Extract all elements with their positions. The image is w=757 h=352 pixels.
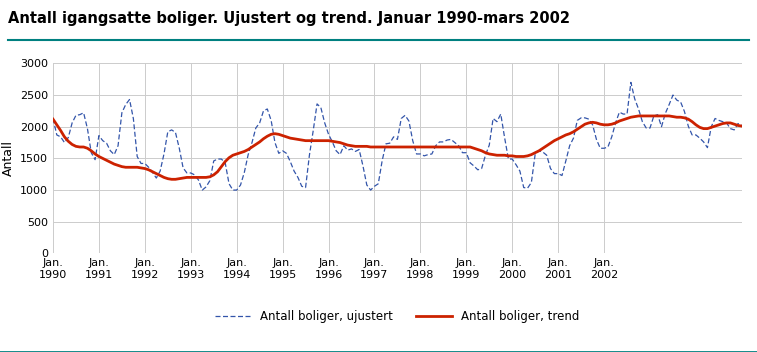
Antall boliger, trend: [167, 177, 176, 181]
Antall boliger, trend: [244, 147, 253, 152]
Antall boliger, ujustert: [737, 123, 746, 127]
Legend: Antall boliger, ujustert, Antall boliger, trend: Antall boliger, ujustert, Antall boliger…: [210, 305, 584, 327]
Antall boliger, trend: [385, 145, 394, 149]
Line: Antall boliger, ujustert: Antall boliger, ujustert: [53, 82, 742, 190]
Antall boliger, trend: [48, 117, 58, 121]
Line: Antall boliger, trend: Antall boliger, trend: [53, 116, 742, 179]
Antall boliger, ujustert: [198, 188, 207, 192]
Antall boliger, ujustert: [151, 176, 161, 180]
Y-axis label: Antall: Antall: [2, 140, 14, 176]
Antall boliger, ujustert: [626, 80, 635, 84]
Antall boliger, ujustert: [382, 142, 391, 146]
Antall boliger, trend: [622, 117, 631, 121]
Antall boliger, ujustert: [622, 112, 631, 116]
Text: Antall igangsatte boliger. Ujustert og trend. Januar 1990-mars 2002: Antall igangsatte boliger. Ujustert og t…: [8, 11, 569, 26]
Antall boliger, trend: [151, 171, 161, 176]
Antall boliger, trend: [737, 124, 746, 128]
Antall boliger, trend: [106, 160, 115, 164]
Antall boliger, trend: [634, 114, 643, 118]
Antall boliger, ujustert: [385, 141, 394, 145]
Antall boliger, ujustert: [244, 152, 253, 157]
Antall boliger, ujustert: [106, 149, 115, 153]
Antall boliger, trend: [382, 145, 391, 149]
Antall boliger, ujustert: [48, 117, 58, 121]
